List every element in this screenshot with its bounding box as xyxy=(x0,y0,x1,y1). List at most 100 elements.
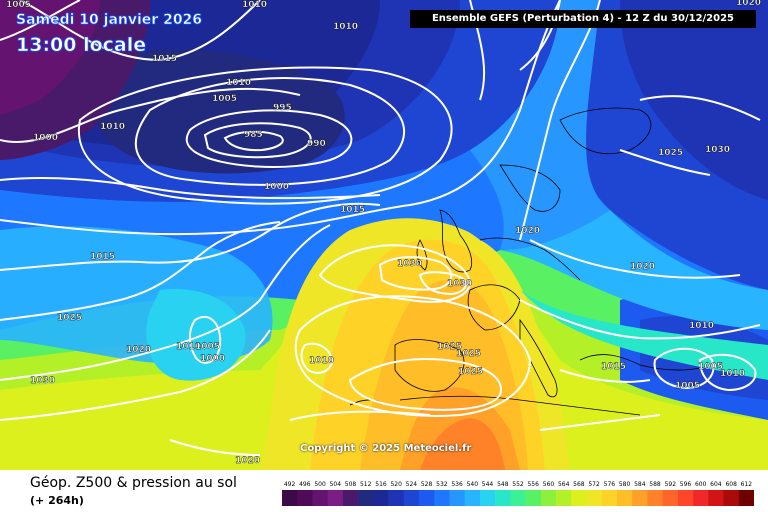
legend-value: 552 xyxy=(512,481,524,488)
forecast-date: Samedi 10 janvier 2026 xyxy=(16,12,203,29)
legend-swatch xyxy=(738,490,754,506)
legend-value: 532 xyxy=(436,481,448,488)
legend-swatch xyxy=(617,490,633,506)
model-run-info: Ensemble GEFS (Perturbation 4) - 12 Z du… xyxy=(410,10,756,28)
isobar-label: 1005 xyxy=(195,342,220,352)
isobar-label: 1025 xyxy=(437,342,462,352)
legend-value: 516 xyxy=(375,481,387,488)
isobar-label: 1015 xyxy=(340,205,365,215)
isobar-label-group: 1005 1010 1010 1015 1010 1005 995 985 99… xyxy=(6,0,761,466)
legend-swatch xyxy=(358,490,374,506)
legend-swatch xyxy=(464,490,481,506)
legend-swatch xyxy=(342,490,359,506)
legend-value: 568 xyxy=(573,481,585,488)
legend-swatch xyxy=(479,490,496,506)
isobar-label: 1005 xyxy=(212,94,237,104)
legend-value: 536 xyxy=(451,481,463,488)
legend-swatch xyxy=(525,490,542,506)
map-canvas: 1005 1010 1010 1015 1010 1005 995 985 99… xyxy=(0,0,768,470)
legend-value: 596 xyxy=(680,481,692,488)
legend-swatch xyxy=(419,490,435,506)
isobar-label: 1025 xyxy=(456,349,481,359)
isobar-label: 1005 xyxy=(675,381,700,391)
legend-value: 524 xyxy=(406,481,418,488)
forecast-lead-time: (+ 264h) xyxy=(30,494,84,507)
isobar-label: 995 xyxy=(273,103,292,113)
legend-swatch xyxy=(601,490,618,506)
legend-value: 584 xyxy=(634,481,646,488)
legend-value: 564 xyxy=(558,481,570,488)
legend-swatch xyxy=(693,490,709,506)
isobar-label: 1030 xyxy=(30,376,55,386)
legend-value: 600 xyxy=(695,481,707,488)
legend-value: 520 xyxy=(390,481,402,488)
isobar-label: 1020 xyxy=(126,345,151,355)
isobar-label: 1030 xyxy=(705,145,730,155)
legend-value: 580 xyxy=(619,481,631,488)
legend-swatch xyxy=(662,490,679,506)
isobar-label: 1010 xyxy=(100,122,125,132)
isobar-label: 1020 xyxy=(630,262,655,272)
isobar-label: 1010 xyxy=(333,22,358,32)
isobar-lines xyxy=(0,0,761,456)
legend-value: 588 xyxy=(649,481,661,488)
legend-swatch xyxy=(632,490,648,506)
legend-swatch xyxy=(434,490,450,506)
legend-value: 560 xyxy=(543,481,555,488)
product-title: Géop. Z500 & pression au sol xyxy=(30,475,237,491)
legend-swatch xyxy=(708,490,724,506)
coastlines xyxy=(349,107,701,416)
legend-value: 508 xyxy=(345,481,357,488)
isobar-label: 1015 xyxy=(90,252,115,262)
legend-value: 492 xyxy=(284,481,296,488)
legend-value: 496 xyxy=(299,481,311,488)
legend-swatch xyxy=(282,490,298,506)
legend-swatch xyxy=(510,490,526,506)
geopotential-shading xyxy=(0,0,768,470)
isobar-label: 1015 xyxy=(601,362,626,372)
legend-swatch xyxy=(449,490,465,506)
legend-swatch xyxy=(388,490,405,506)
isobar-label: 1005 xyxy=(6,0,31,10)
forecast-time: 13:00 locale xyxy=(16,34,147,57)
legend-swatch xyxy=(403,490,420,506)
legend-value: 504 xyxy=(330,481,342,488)
legend-swatch xyxy=(297,490,313,506)
isobar-label: 1010 xyxy=(309,356,334,366)
isobar-label: 1000 xyxy=(33,133,58,143)
legend-value: 612 xyxy=(741,481,753,488)
isobar-label: 1015 xyxy=(152,54,177,64)
isobar-label: 1025 xyxy=(658,148,683,158)
isobar-label: 1010 xyxy=(226,78,251,88)
isobar-label: 1000 xyxy=(200,354,225,364)
legend-swatch xyxy=(723,490,739,506)
legend-value: 548 xyxy=(497,481,509,488)
isobar-label: 1020 xyxy=(515,226,540,236)
legend-value: 528 xyxy=(421,481,433,488)
legend-value: 540 xyxy=(467,481,479,488)
legend-value: 592 xyxy=(665,481,677,488)
color-scale-legend: 492 496 500 504 508 512 516 520 524 528 532 536 540 5… xyxy=(282,481,754,506)
footer-bar: Géop. Z500 & pression au sol (+ 264h) 49… xyxy=(0,470,768,512)
isobar-label: 1025 xyxy=(458,367,483,377)
legend-swatch xyxy=(540,490,557,506)
isobar-label: 1010 xyxy=(720,369,745,379)
legend-value: 608 xyxy=(725,481,737,488)
legend-swatch xyxy=(373,490,389,506)
isobar-label: 1020 xyxy=(736,0,761,8)
legend-value: 556 xyxy=(527,481,539,488)
legend-swatch xyxy=(586,490,602,506)
legend-swatch xyxy=(571,490,587,506)
legend-value: 500 xyxy=(314,481,326,488)
isobar-label: 1025 xyxy=(57,313,82,323)
isobar-label: 985 xyxy=(244,130,263,140)
copyright-notice: Copyright © 2025 Meteociel.fr xyxy=(300,443,472,454)
legend-value: 572 xyxy=(588,481,600,488)
legend-swatch xyxy=(677,490,694,506)
legend-swatch xyxy=(556,490,572,506)
legend-swatch xyxy=(327,490,344,506)
legend-swatch xyxy=(312,490,328,506)
legend-value: 544 xyxy=(482,481,494,488)
isobar-label: 1030 xyxy=(397,259,422,269)
